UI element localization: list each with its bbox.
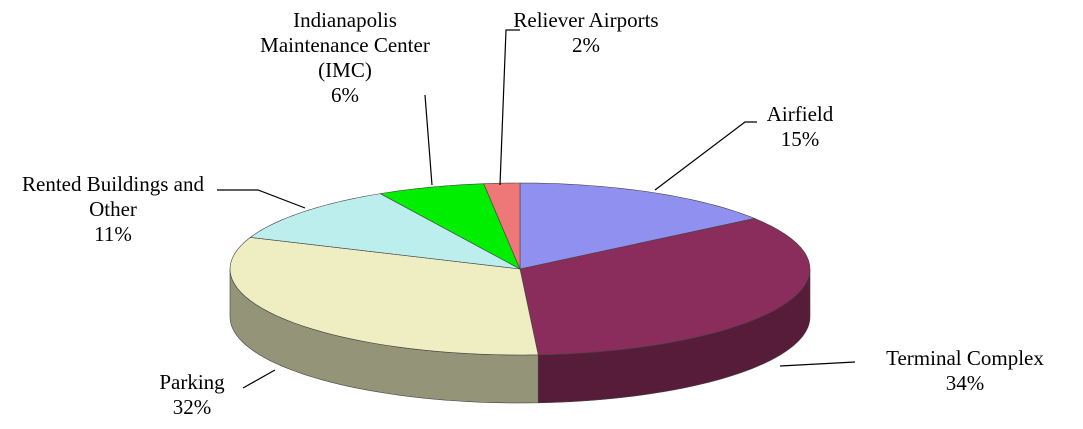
slice: [519, 218, 811, 356]
category-label: Airfield: [766, 102, 834, 126]
value-label: 34%: [945, 371, 985, 395]
slice: [229, 237, 539, 356]
value-label: 15%: [780, 127, 820, 151]
leader-line: [779, 361, 856, 367]
category-label: Parking: [159, 370, 225, 394]
value-label: 32%: [172, 395, 212, 419]
slice: [519, 182, 756, 270]
category-label: Rented Buildings and Other: [22, 172, 204, 221]
leader-line: [424, 94, 433, 186]
slice-label: Parking 32%: [132, 370, 252, 420]
leader-line: [217, 189, 306, 209]
slice-label: Terminal Complex 34%: [845, 346, 1083, 396]
value-label: 2%: [572, 33, 600, 57]
category-label: Reliever Airports: [513, 8, 659, 32]
leader-line: [242, 369, 276, 389]
slice: [379, 183, 521, 270]
slice-label: Airfield 15%: [740, 102, 860, 152]
value-label: 6%: [331, 83, 359, 107]
value-label: 11%: [94, 222, 132, 246]
slice-label: Rented Buildings and Other 11%: [3, 172, 223, 247]
slice-label: Indianapolis Maintenance Center (IMC) 6%: [260, 8, 430, 108]
leader-line: [499, 29, 520, 186]
leader-line: [654, 121, 757, 191]
slice: [249, 193, 521, 270]
slice: [483, 182, 521, 270]
category-label: Terminal Complex: [886, 346, 1044, 370]
category-label: Indianapolis Maintenance Center (IMC): [260, 8, 430, 82]
slice-label: Reliever Airports 2%: [486, 8, 686, 58]
